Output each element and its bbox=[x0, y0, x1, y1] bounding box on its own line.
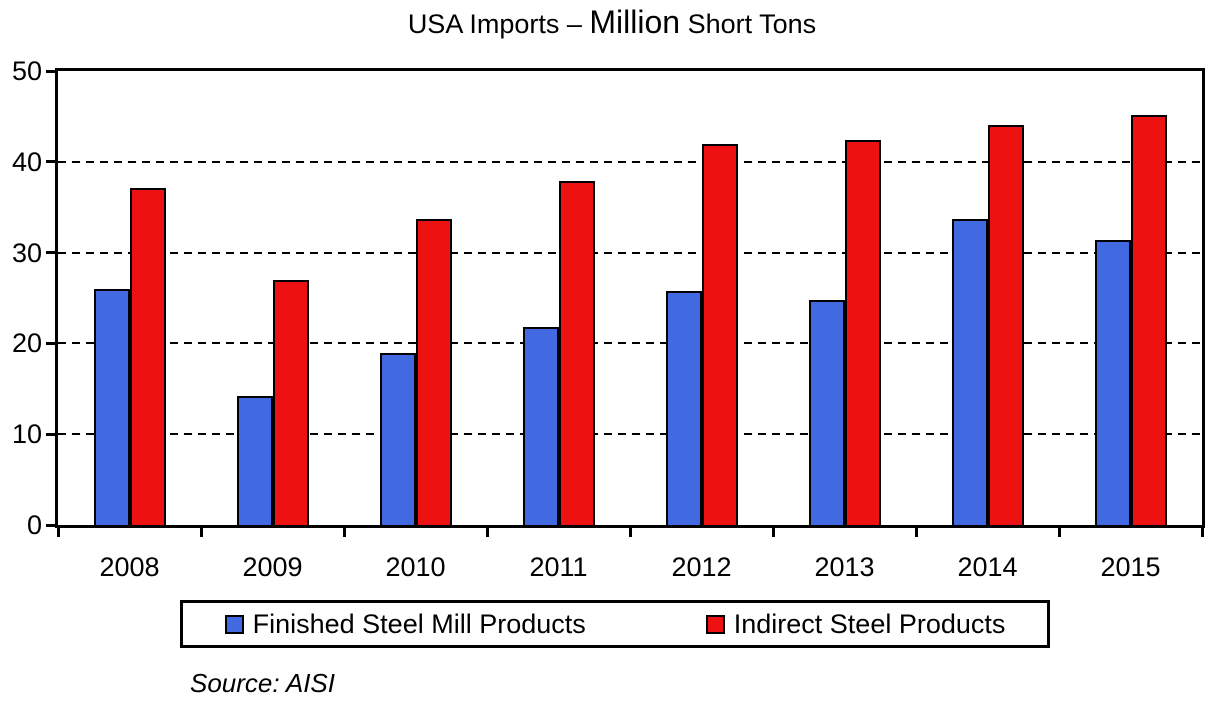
bar-2008-indirect-steel bbox=[129, 188, 166, 525]
x-tick-mark-4 bbox=[628, 528, 632, 537]
y-tick-label-50: 50 bbox=[11, 56, 42, 86]
bar-2015-indirect-steel bbox=[1130, 114, 1167, 525]
bar-2010-finished-steel bbox=[379, 353, 416, 525]
bar-2011-finished-steel bbox=[522, 327, 559, 525]
y-tick-mark-0 bbox=[46, 523, 55, 527]
x-category-label-2015: 2015 bbox=[1100, 552, 1161, 582]
bar-2015-finished-steel bbox=[1094, 239, 1131, 525]
bar-2009-finished-steel bbox=[236, 396, 273, 525]
x-tick-mark-6 bbox=[914, 528, 918, 537]
bar-2013-finished-steel bbox=[808, 299, 845, 525]
y-tick-mark-40 bbox=[46, 160, 55, 164]
legend-swatch-icon bbox=[224, 614, 244, 634]
bar-2008-finished-steel bbox=[93, 288, 130, 525]
y-tick-mark-30 bbox=[46, 251, 55, 255]
plot-area bbox=[55, 68, 1205, 528]
y-tick-label-30: 30 bbox=[11, 237, 42, 268]
y-tick-mark-10 bbox=[46, 432, 55, 436]
chart-title-emphasis: Million bbox=[589, 4, 681, 40]
legend-swatch-icon bbox=[705, 614, 725, 634]
gridline-30 bbox=[58, 251, 1202, 254]
bar-2014-finished-steel bbox=[951, 219, 988, 525]
x-tick-mark-5 bbox=[771, 528, 775, 537]
chart-title-prefix: USA Imports – bbox=[407, 9, 590, 39]
chart-title-suffix: Short Tons bbox=[680, 9, 817, 39]
x-tick-mark-0 bbox=[56, 528, 60, 537]
x-category-label-2013: 2013 bbox=[814, 552, 875, 582]
legend-item-0: Finished Steel Mill Products bbox=[224, 608, 586, 640]
gridline-40 bbox=[58, 160, 1202, 163]
x-category-label-2008: 2008 bbox=[99, 552, 160, 582]
legend-item-1: Indirect Steel Products bbox=[705, 608, 1006, 640]
x-tick-mark-1 bbox=[199, 528, 203, 537]
x-category-label-2014: 2014 bbox=[957, 552, 1018, 582]
legend: Finished Steel Mill Products Indirect Ste… bbox=[180, 600, 1050, 648]
bar-2012-indirect-steel bbox=[701, 143, 738, 525]
y-tick-mark-20 bbox=[46, 341, 55, 345]
x-category-label-2010: 2010 bbox=[385, 552, 446, 582]
y-tick-mark-50 bbox=[46, 69, 55, 73]
bar-2010-indirect-steel bbox=[415, 219, 452, 525]
y-tick-label-40: 40 bbox=[11, 146, 42, 177]
x-tick-mark-7 bbox=[1057, 528, 1061, 537]
x-category-label-2009: 2009 bbox=[242, 552, 303, 582]
x-category-label-2011: 2011 bbox=[529, 552, 588, 582]
chart-title: USA Imports – Million Short Tons bbox=[0, 4, 1224, 41]
source-note: Source: AISI bbox=[190, 668, 335, 698]
gridline-10 bbox=[58, 433, 1202, 436]
x-tick-mark-8 bbox=[1200, 528, 1204, 537]
bar-2014-indirect-steel bbox=[987, 124, 1024, 525]
legend-label: Finished Steel Mill Products bbox=[252, 608, 586, 639]
y-tick-label-20: 20 bbox=[11, 328, 42, 359]
x-tick-mark-3 bbox=[485, 528, 489, 537]
bar-2012-finished-steel bbox=[665, 290, 702, 525]
gridline-20 bbox=[58, 342, 1202, 345]
y-tick-label-10: 10 bbox=[11, 419, 42, 450]
x-category-label-2012: 2012 bbox=[671, 552, 732, 582]
legend-label: Indirect Steel Products bbox=[733, 608, 1006, 639]
y-tick-label-0: 0 bbox=[26, 510, 42, 540]
bar-2013-indirect-steel bbox=[844, 140, 881, 525]
x-tick-mark-2 bbox=[342, 528, 346, 537]
bar-2011-indirect-steel bbox=[558, 180, 595, 525]
bar-2009-indirect-steel bbox=[272, 279, 309, 525]
